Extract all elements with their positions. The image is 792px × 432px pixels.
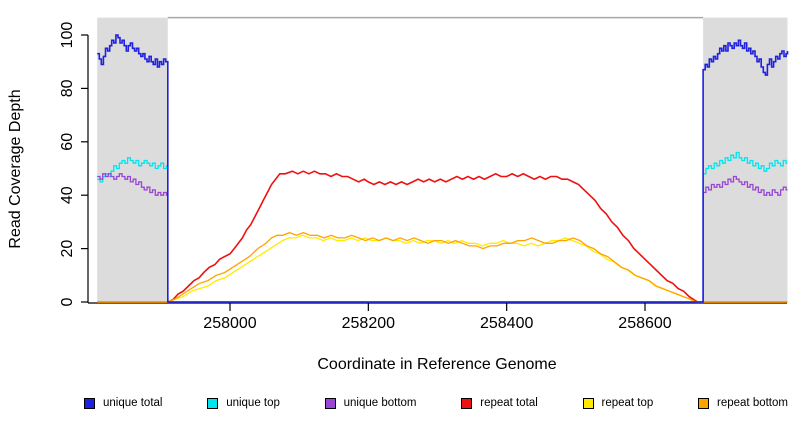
legend-item-repeat-bottom: repeat bottom — [698, 397, 788, 409]
legend-item-unique-bottom: unique bottom — [324, 397, 417, 409]
legend-item-repeat-total: repeat total — [461, 397, 538, 409]
y-tick-label: 40 — [59, 186, 76, 204]
legend-label: repeat top — [601, 397, 654, 409]
legend-swatch-icon — [461, 397, 473, 409]
y-tick-label: 60 — [59, 133, 76, 151]
legend-label: repeat bottom — [717, 397, 788, 409]
y-tick-label: 0 — [59, 297, 76, 306]
x-tick-label: 258400 — [480, 315, 533, 332]
y-tick-label: 20 — [59, 240, 76, 258]
legend-label: repeat total — [480, 397, 538, 409]
series-line-unique-total — [97, 34, 789, 303]
legend-item-unique-total: unique total — [84, 397, 162, 409]
legend-swatch-icon — [698, 397, 710, 409]
y-tick-label: 80 — [59, 79, 76, 97]
legend-label: unique bottom — [343, 397, 417, 409]
legend-label: unique top — [226, 397, 280, 409]
legend-swatch-icon — [324, 397, 336, 409]
legend-swatch-icon — [582, 397, 594, 409]
legend-item-unique-top: unique top — [207, 397, 280, 409]
legend-swatch-icon — [207, 397, 219, 409]
series-line-repeat-bottom — [97, 231, 788, 303]
series-line-unique-bottom — [97, 173, 788, 303]
shaded-unique-region — [703, 17, 788, 303]
legend-swatch-icon — [84, 397, 95, 409]
x-tick-label: 258200 — [342, 315, 395, 332]
legend-label: unique total — [103, 397, 163, 409]
y-axis-title: Read Coverage Depth — [7, 89, 24, 249]
series-line-repeat-total — [97, 170, 788, 303]
legend-item-repeat-top: repeat top — [582, 397, 654, 409]
legend: unique total unique top unique bottom repea… — [84, 397, 788, 409]
x-tick-label: 258000 — [203, 315, 256, 332]
y-tick-label: 100 — [59, 22, 76, 49]
series-line-unique-top — [97, 151, 788, 303]
x-tick-label: 258600 — [618, 315, 671, 332]
x-axis-title: Coordinate in Reference Genome — [317, 356, 557, 373]
